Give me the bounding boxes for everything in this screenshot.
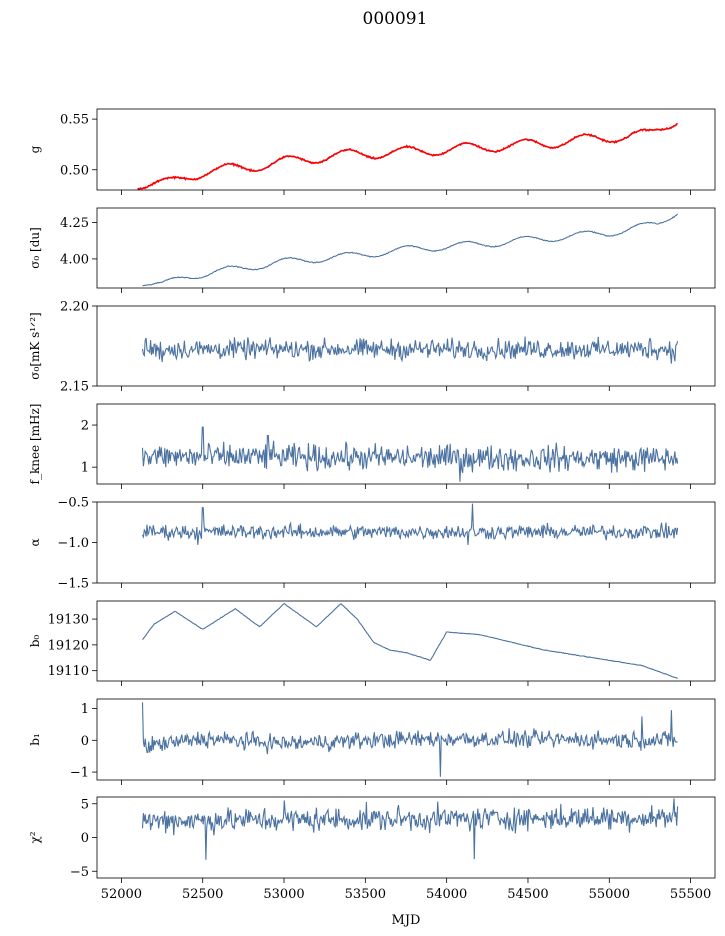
panel-sigma_w: 2.15 2.20 σ₀[mK s¹ᐟ²] (28, 300, 716, 395)
axes-frame-sigma_w (96, 305, 716, 387)
y-tick-label-fknee: 2 (81, 419, 89, 434)
y-tick-label-fknee: 1 (81, 461, 89, 476)
y-tick-label-alpha: −1.5 (57, 577, 89, 592)
axes-frame-alpha (96, 501, 716, 584)
series-line-chi2-0 (141, 798, 679, 860)
series-line-g-0 (137, 123, 678, 190)
series-line-b1-0 (141, 702, 678, 777)
panel-alpha: −1.5 −1.0 −0.5 α (28, 496, 716, 592)
y-axis-label-g: g (28, 145, 42, 153)
y-axis-label-chi2: χ² (28, 831, 42, 843)
y-tick-label-chi2: −5 (70, 865, 89, 880)
panel-chi2: −5 0 5 52000 52500 53000 53500 54000 54500 55000 5… (28, 796, 716, 902)
y-tick-label-b0: 19110 (48, 664, 89, 679)
y-tick-label-sigma_w: 2.20 (60, 300, 89, 315)
panel-b0: 19110 19120 19130 b₀ (28, 600, 716, 686)
x-tick-label: 55000 (589, 887, 630, 902)
axes-frame-chi2 (96, 796, 716, 879)
y-tick-label-b1: 1 (81, 702, 89, 717)
y-axis-label-sigma0: σ₀ [du] (28, 227, 42, 269)
x-tick-label: 55500 (670, 887, 711, 902)
y-tick-label-b0: 19120 (48, 638, 89, 653)
y-axis-label-fknee: f_knee [mHz] (28, 404, 42, 485)
y-axis-label-alpha: α (28, 538, 42, 546)
panel-fknee: 1 2 f_knee [mHz] (28, 403, 716, 489)
y-axis-label-sigma_w: σ₀[mK s¹ᐟ²] (28, 312, 42, 379)
x-axis-label: MJD (392, 913, 421, 928)
axes-frame-b0 (96, 600, 716, 682)
axes-frame-fknee (96, 403, 716, 485)
axes-frame-b1 (96, 698, 716, 781)
y-tick-label-sigma0: 4.00 (60, 252, 89, 267)
y-tick-label-g: 0.50 (60, 163, 89, 178)
y-tick-label-b1: −1 (70, 766, 89, 781)
series-line-fknee-0 (141, 426, 679, 482)
y-axis-label-b0: b₀ (28, 635, 42, 648)
y-tick-label-b0: 19130 (48, 613, 89, 628)
x-tick-label: 54500 (507, 887, 548, 902)
y-tick-label-chi2: 0 (81, 831, 89, 846)
axes-frame-g (96, 108, 716, 191)
series-line-sigma_w-0 (141, 336, 679, 364)
panel-sigma0: 4.00 4.25 σ₀ [du] (28, 207, 716, 293)
x-tick-label: 53000 (263, 887, 304, 902)
y-tick-label-chi2: 5 (81, 797, 89, 812)
y-axis-label-b1: b₁ (28, 733, 42, 746)
x-tick-label: 54000 (426, 887, 467, 902)
y-tick-label-sigma0: 4.25 (60, 216, 89, 231)
y-tick-label-alpha: −1.0 (57, 536, 89, 551)
x-tick-label: 52500 (182, 887, 223, 902)
series-line-b0-0 (142, 602, 678, 679)
series-line-g-1 (137, 122, 679, 190)
x-tick-label: 52000 (101, 887, 142, 902)
figure-title: 000091 (363, 9, 428, 29)
series-line-sigma0-0 (142, 213, 679, 287)
panel-g: 0.50 0.55 g (28, 108, 716, 195)
y-tick-label-sigma_w: 2.15 (60, 380, 89, 395)
x-tick-label: 53500 (345, 887, 386, 902)
y-tick-label-b1: 0 (81, 734, 89, 749)
axes-frame-sigma0 (96, 207, 716, 289)
panels: 0.50 0.55 g 4.00 4.25 σ₀ [du] 2.15 2.20 σ₀[mK s¹… (28, 108, 716, 902)
y-tick-label-g: 0.55 (60, 113, 89, 128)
y-tick-label-alpha: −0.5 (57, 496, 89, 511)
series-line-alpha-0 (142, 503, 679, 545)
panel-b1: −1 0 1 b₁ (28, 698, 716, 785)
